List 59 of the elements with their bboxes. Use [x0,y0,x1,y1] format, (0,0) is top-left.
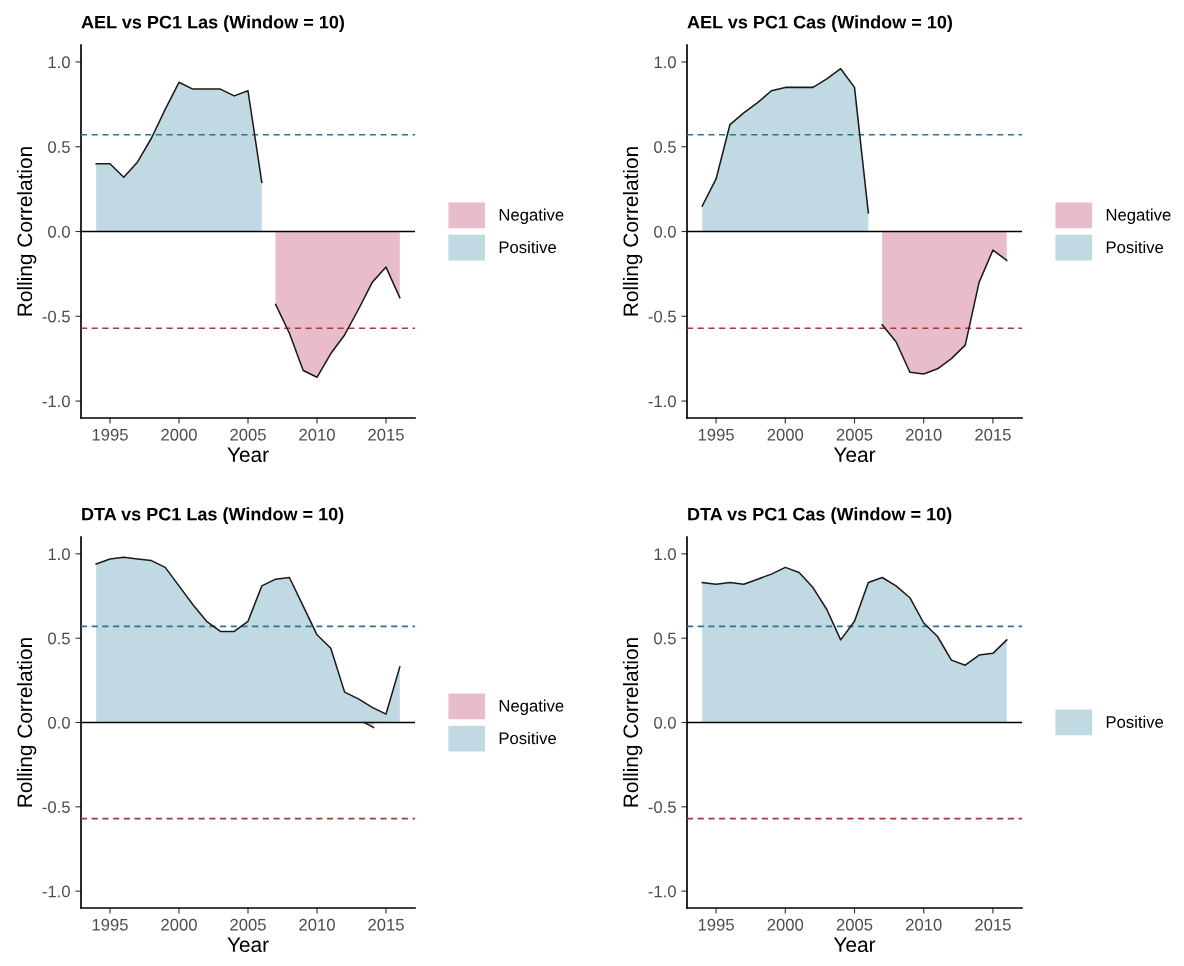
y-tick-label: 0.5 [48,141,70,153]
y-tick-label: -0.5 [42,310,70,323]
x-tick-label: 2010 [299,428,335,441]
x-tick-label: 2000 [161,428,197,441]
x-tick-label: 1995 [698,918,734,931]
x-tick-label: 2015 [368,918,404,931]
y-tick-label: -1.0 [648,395,676,408]
legend-label: Negative [499,699,564,716]
x-tick-label: 1995 [92,918,128,931]
chart-title: AEL vs PC1 Cas (Window = 10) [687,15,953,33]
legend-label: Positive [1106,715,1164,728]
y-tick-label: 0.0 [654,225,676,238]
y-tick-label: 1.0 [654,56,676,69]
x-tick-label: 2015 [975,918,1011,931]
legend-label: Positive [499,731,556,745]
x-axis-title: Year [227,937,269,953]
y-tick-label: -0.5 [42,801,70,814]
y-tick-label: -1.0 [42,885,70,898]
legend-label: Positive [1106,240,1164,254]
x-axis-title: Year [227,447,269,463]
x-tick-label: 1995 [698,428,734,441]
y-tick-label: 0.0 [48,225,70,238]
x-tick-label: 2010 [906,918,942,931]
x-tick-label: 2005 [836,428,873,441]
x-axis-title: Year [833,937,876,953]
legend-label: Negative [1106,208,1171,225]
y-tick-label: 0.5 [654,632,676,645]
y-tick-label: 0.5 [48,632,70,645]
x-tick-label: 2005 [230,918,266,931]
y-tick-label: 0.0 [654,716,676,729]
y-tick-label: -1.0 [648,885,676,898]
y-tick-label: 0.0 [48,716,70,729]
x-tick-label: 2015 [368,428,404,441]
y-tick-label: 0.5 [654,141,676,153]
x-tick-label: 1995 [92,428,128,441]
legend-label: Negative [499,208,564,225]
y-axis-title: Rolling Correlation [622,147,643,316]
x-tick-label: 2000 [161,918,197,931]
y-tick-label: -1.0 [42,395,70,408]
y-axis-title: Rolling Correlation [16,147,37,316]
y-tick-label: -0.5 [648,801,676,814]
x-tick-label: 2010 [906,428,942,441]
y-tick-label: 1.0 [48,548,70,561]
x-tick-label: 2000 [767,918,804,931]
y-axis-title: Rolling Correlation [16,638,37,807]
chart-title: DTA vs PC1 Cas (Window = 10) [688,507,952,525]
x-tick-label: 2005 [230,428,266,441]
x-axis-title: Year [833,447,876,463]
y-tick-label: 1.0 [654,548,676,561]
y-tick-label: -0.5 [648,310,676,323]
y-tick-label: 1.0 [48,56,70,69]
x-tick-label: 2005 [836,918,873,931]
x-tick-label: 2000 [767,428,804,441]
x-tick-label: 2010 [299,918,335,931]
chart-title: DTA vs PC1 Las (Window = 10) [82,507,344,525]
x-tick-label: 2015 [975,428,1011,441]
y-axis-title: Rolling Correlation [622,638,643,807]
legend-label: Positive [499,240,556,254]
chart-title: AEL vs PC1 Las (Window = 10) [81,15,344,33]
